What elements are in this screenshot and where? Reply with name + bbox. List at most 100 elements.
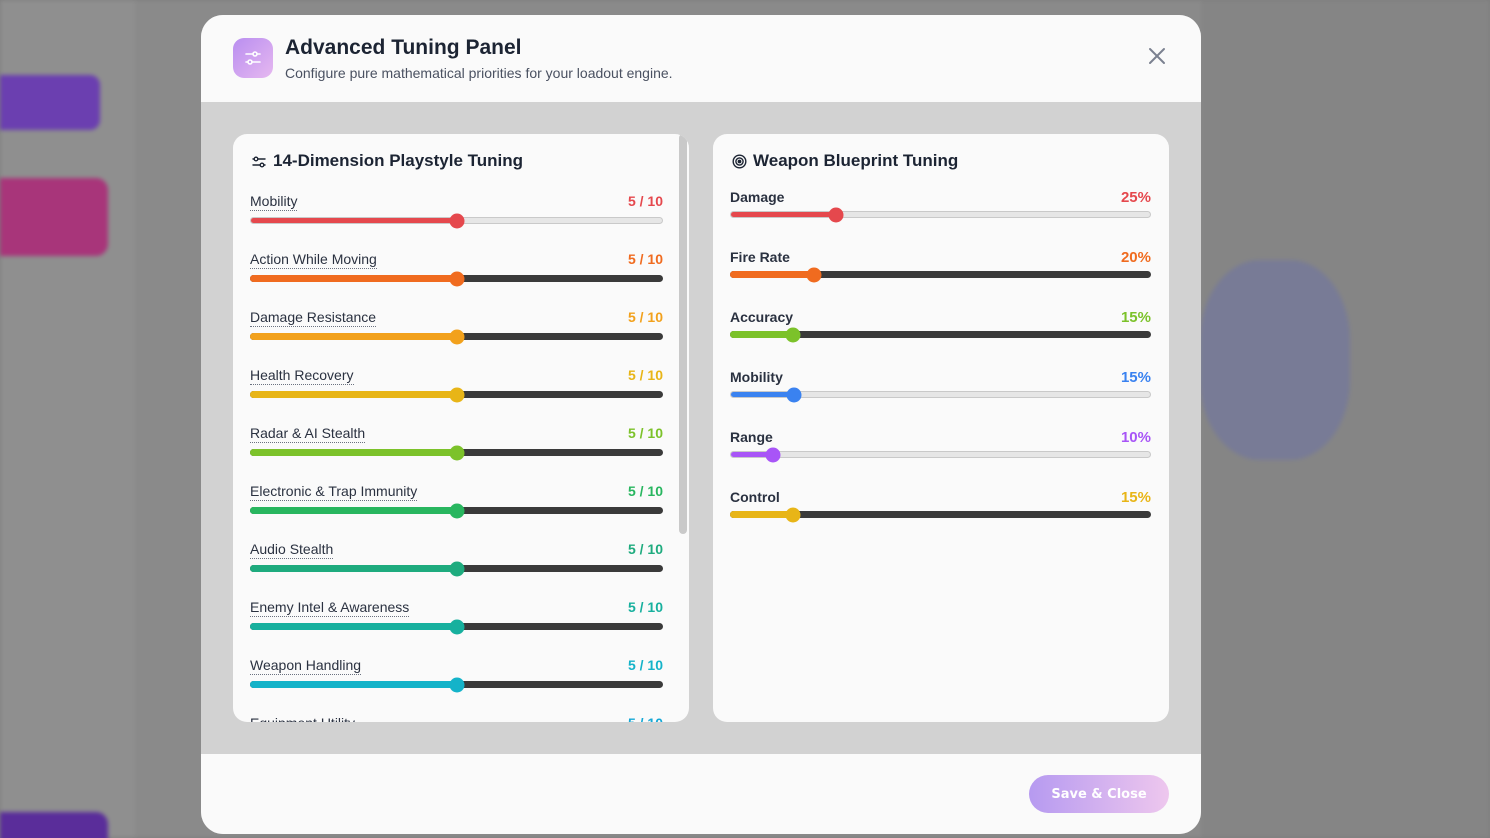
background-sidebar [0,0,135,838]
slider-row: Radar & AI Stealth 5 / 10 [250,425,663,483]
modal-header: Advanced Tuning Panel Configure pure mat… [201,15,1201,102]
close-icon[interactable] [1145,44,1169,68]
slider-value: 10% [1120,429,1151,446]
slider-fill [731,452,773,457]
slider-thumb[interactable] [828,207,844,222]
background-nav-pill [0,75,100,130]
slider-track[interactable] [250,387,663,402]
playstyle-card-title: 14-Dimension Playstyle Tuning [252,151,523,171]
slider-label: Action While Moving [250,251,377,269]
slider-track[interactable] [250,329,663,344]
save-close-button[interactable]: Save & Close [1029,775,1169,813]
slider-fill [250,333,457,340]
slider-track[interactable] [730,447,1151,462]
slider-label: Mobility [730,369,783,385]
slider-fill [250,449,457,456]
slider-fill [251,218,457,223]
slider-track[interactable] [250,619,663,634]
slider-thumb[interactable] [785,507,801,522]
slider-thumb[interactable] [449,213,464,228]
slider-label: Mobility [250,193,298,211]
slider-track[interactable] [250,677,663,692]
slider-label: Weapon Handling [250,657,362,675]
slider-row: Equipment Utility 5 / 10 [250,715,663,722]
slider-track[interactable] [730,327,1151,342]
slider-label: Damage [730,189,785,205]
slider-thumb[interactable] [785,327,801,342]
slider-label: Equipment Utility [250,715,355,722]
slider-row: Electronic & Trap Immunity 5 / 10 [250,483,663,541]
slider-fill [730,331,794,338]
slider-row: Damage Resistance 5 / 10 [250,309,663,367]
slider-label: Damage Resistance [250,309,377,327]
slider-track[interactable] [250,445,663,460]
slider-track[interactable] [250,271,663,286]
slider-row: Mobility 5 / 10 [250,193,663,251]
slider-value: 15% [1120,489,1151,506]
slider-label: Fire Rate [730,249,790,265]
sliders-icon [233,38,273,78]
slider-track[interactable] [250,503,663,518]
slider-row: Control 15% [730,489,1151,547]
slider-track[interactable] [730,267,1151,282]
slider-label: Radar & AI Stealth [250,425,366,443]
slider-fill [250,623,457,630]
slider-fill [250,391,457,398]
slider-value: 5 / 10 [627,657,663,673]
slider-track[interactable] [730,507,1151,522]
slider-thumb[interactable] [806,267,822,282]
slider-row: Health Recovery 5 / 10 [250,367,663,425]
slider-label: Control [730,489,780,505]
slider-row: Fire Rate 20% [730,249,1151,307]
slider-track[interactable] [250,213,663,228]
sliders-icon [252,154,266,168]
slider-thumb[interactable] [449,271,464,286]
slider-fill [730,271,815,278]
slider-fill [250,565,457,572]
slider-thumb[interactable] [765,447,781,462]
slider-fill [250,275,457,282]
slider-label: Accuracy [730,309,794,325]
slider-thumb[interactable] [449,329,464,344]
slider-track[interactable] [250,561,663,576]
slider-value: 20% [1120,249,1151,266]
weapon-tuning-card: Weapon Blueprint Tuning Damage 25% Fire Ra… [713,134,1169,722]
slider-row: Audio Stealth 5 / 10 [250,541,663,599]
slider-value: 5 / 10 [627,251,663,267]
slider-label: Electronic & Trap Immunity [250,483,418,501]
target-icon [732,154,747,169]
slider-thumb[interactable] [786,387,802,402]
slider-track[interactable] [730,207,1151,222]
slider-value: 5 / 10 [628,715,663,722]
tuning-modal: Advanced Tuning Panel Configure pure mat… [201,15,1201,834]
slider-label: Range [730,429,773,445]
slider-fill [731,392,794,397]
slider-value: 15% [1120,309,1151,326]
slider-row: Accuracy 15% [730,309,1151,367]
slider-value: 5 / 10 [627,599,663,615]
slider-row: Enemy Intel & Awareness 5 / 10 [250,599,663,657]
playstyle-tuning-card: 14-Dimension Playstyle Tuning Mobility 5 … [233,134,689,722]
slider-row: Action While Moving 5 / 10 [250,251,663,309]
slider-thumb[interactable] [449,503,464,518]
playstyle-card-title-text: 14-Dimension Playstyle Tuning [273,151,524,170]
slider-label: Enemy Intel & Awareness [250,599,410,617]
scrollbar[interactable] [679,134,687,534]
slider-thumb[interactable] [449,677,464,692]
slider-value: 5 / 10 [627,483,663,499]
slider-fill [730,511,794,518]
slider-thumb[interactable] [449,561,464,576]
slider-thumb[interactable] [449,387,464,402]
slider-thumb[interactable] [449,445,464,460]
slider-fill [731,212,836,217]
weapon-card-title: Weapon Blueprint Tuning [732,151,958,171]
slider-fill [250,507,457,514]
slider-value: 15% [1120,369,1151,386]
slider-value: 5 / 10 [627,425,663,441]
slider-value: 5 / 10 [627,541,663,557]
slider-track[interactable] [730,387,1151,402]
modal-footer: Save & Close [201,754,1201,834]
slider-row: Weapon Handling 5 / 10 [250,657,663,715]
slider-thumb[interactable] [449,619,464,634]
slider-value: 5 / 10 [627,193,663,209]
